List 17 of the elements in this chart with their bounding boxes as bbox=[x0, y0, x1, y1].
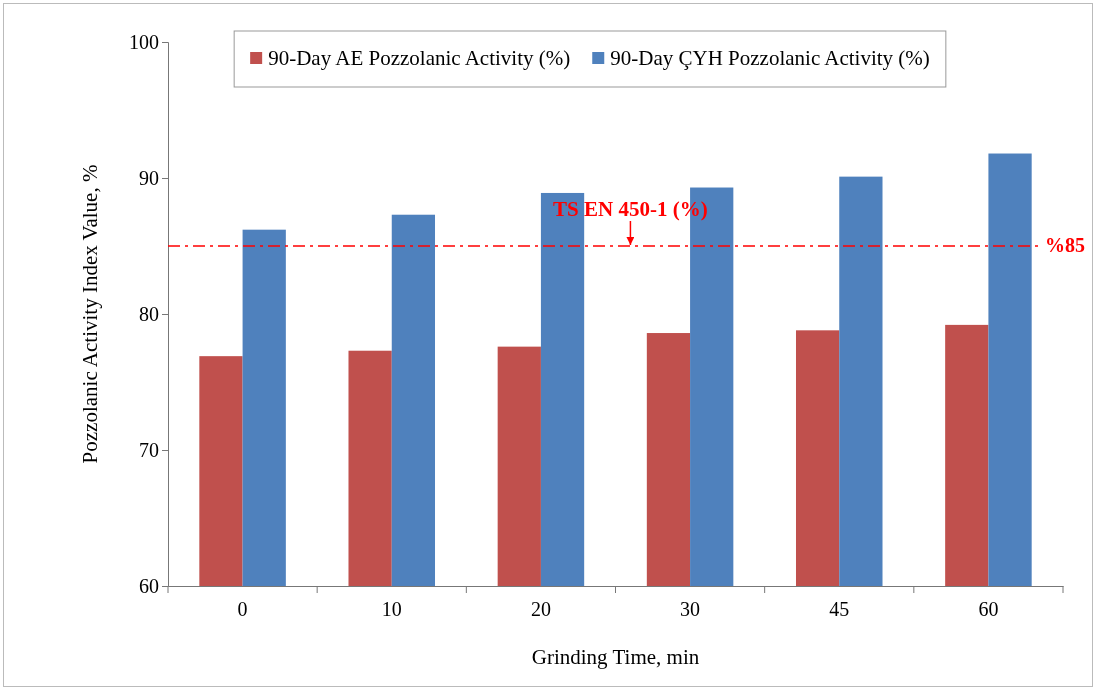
y-tick-label: 90 bbox=[139, 166, 159, 189]
y-tick-label: 70 bbox=[139, 438, 159, 461]
y-tick-label: 80 bbox=[139, 302, 159, 325]
x-tick-label: 45 bbox=[829, 598, 850, 621]
ref-line-label: %85 bbox=[1045, 234, 1085, 256]
y-tick-label: 60 bbox=[139, 574, 159, 597]
x-tick-label: 10 bbox=[381, 598, 402, 621]
x-tick-label: 60 bbox=[978, 598, 999, 621]
x-tick-label: 30 bbox=[680, 598, 701, 621]
x-tick-label: 20 bbox=[530, 598, 551, 621]
x-axis-title: Grinding Time, min bbox=[531, 645, 700, 669]
annotation: TS EN 450-1 (%) bbox=[553, 197, 708, 221]
legend-label: 90-Day ÇYH Pozzolanic Activity (%) bbox=[610, 46, 930, 70]
x-tick-label: 0 bbox=[237, 598, 248, 621]
y-axis-title: Pozzolanic Activity Index Value, % bbox=[78, 164, 102, 464]
y-tick-label: 100 bbox=[129, 30, 159, 53]
legend-label: 90-Day AE Pozzolanic Activity (%) bbox=[268, 46, 571, 70]
